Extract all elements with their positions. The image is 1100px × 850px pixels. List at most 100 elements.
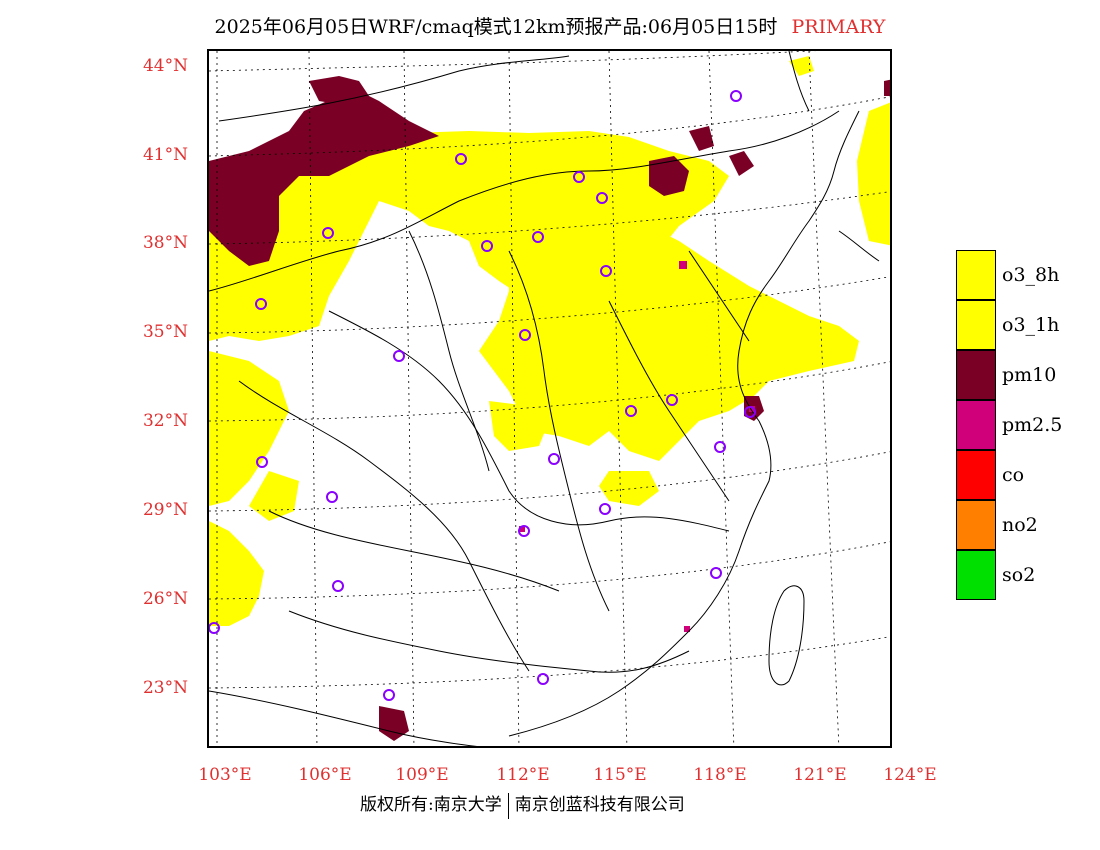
boundary-line	[508, 250, 610, 612]
boundary-line	[328, 310, 730, 532]
x-axis-label: 124°E	[883, 765, 937, 785]
o3-regions	[209, 56, 890, 626]
station-circle	[666, 394, 678, 406]
y-axis-label: 32°N	[142, 411, 188, 431]
station-circle	[537, 673, 549, 685]
station-circle	[481, 240, 493, 252]
y-axis-label: 38°N	[142, 233, 188, 253]
legend-swatch-o3-8h	[956, 250, 996, 300]
copyright-right: 南京创蓝科技有限公司	[514, 795, 685, 815]
y-axis-label: 35°N	[142, 322, 188, 342]
boundary-line	[788, 51, 810, 112]
map-title: 2025年06月05日WRF/cmaq模式12km预报产品:06月05日15时 P…	[0, 12, 1100, 39]
stations	[209, 90, 756, 701]
legend-label-co: co	[1002, 464, 1025, 486]
boundary-line	[268, 510, 560, 592]
pm25-speck	[519, 526, 525, 532]
boundary-line	[408, 230, 490, 472]
boundaries	[209, 51, 880, 746]
x-axis-label: 121°E	[793, 765, 847, 785]
legend-swatch-so2	[956, 550, 996, 600]
o3-region-northeast	[789, 56, 814, 76]
copyright-left: 版权所有:南京大学	[360, 795, 502, 815]
legend-swatch-co	[956, 450, 996, 500]
x-axis-label: 118°E	[693, 765, 747, 785]
graticule-lon-118	[708, 51, 735, 746]
station-circle	[600, 265, 612, 277]
station-circle	[255, 298, 267, 310]
boundary-line	[838, 230, 880, 262]
station-circle	[744, 406, 756, 418]
graticule	[209, 51, 890, 746]
pm25-speck	[679, 261, 687, 269]
o3-region-west	[209, 351, 289, 506]
legend-swatch-no2	[956, 500, 996, 550]
station-circle	[599, 503, 611, 515]
copyright-footer: 版权所有:南京大学 南京创蓝科技有限公司	[360, 790, 685, 819]
o3-region-south-east	[599, 471, 659, 506]
pm25-specks	[519, 261, 755, 632]
x-axis-label: 115°E	[593, 765, 647, 785]
pm10-region-northwest	[209, 91, 439, 266]
o3-region-south-central	[489, 401, 549, 451]
graticule-lon-115	[608, 51, 628, 746]
x-axis-label: 106°E	[298, 765, 352, 785]
y-axis-label: 23°N	[142, 678, 188, 698]
graticule-lon-109	[403, 51, 415, 746]
station-circle	[625, 405, 637, 417]
footer-separator	[507, 792, 509, 819]
y-axis-label: 41°N	[142, 145, 188, 165]
station-circle	[393, 350, 405, 362]
pm10-region-south	[379, 706, 409, 741]
x-axis-label: 112°E	[496, 765, 550, 785]
station-circle	[209, 622, 220, 634]
boundary-line	[209, 690, 478, 746]
x-axis-label: 103°E	[198, 765, 252, 785]
station-circle	[518, 525, 530, 537]
legend-swatch-o3-1h	[956, 300, 996, 350]
station-circle	[730, 90, 742, 102]
boundary-line	[288, 610, 690, 673]
station-circle	[519, 329, 531, 341]
pm25-speck	[749, 406, 755, 412]
o3-region-southwest	[209, 521, 264, 626]
legend-label-o3-8h: o3_8h	[1002, 264, 1060, 286]
station-circle	[256, 456, 268, 468]
boundary-line	[209, 110, 840, 292]
station-circle	[573, 171, 585, 183]
boundary-line	[238, 380, 530, 672]
graticule-lat-29	[209, 451, 890, 512]
legend-label-pm25: pm2.5	[1002, 414, 1063, 436]
legend-label-pm10: pm10	[1002, 364, 1057, 386]
pm25-speck	[684, 626, 690, 632]
station-circle	[548, 453, 560, 465]
y-axis-label: 29°N	[142, 500, 188, 520]
graticule-lon-121	[808, 51, 840, 746]
graticule-lon-112	[508, 51, 520, 746]
legend-label-no2: no2	[1002, 514, 1038, 536]
legend-swatch-pm25	[956, 400, 996, 450]
taiwan-outline	[768, 585, 805, 686]
station-circle	[455, 153, 467, 165]
station-circle	[383, 689, 395, 701]
x-axis-label: 109°E	[395, 765, 449, 785]
station-circle	[714, 441, 726, 453]
pm10-region-northeast-1	[689, 126, 714, 151]
y-axis-label: 26°N	[142, 589, 188, 609]
title-text: 2025年06月05日WRF/cmaq模式12km预报产品:06月05日15时	[214, 16, 778, 38]
legend-swatch-pm10	[956, 350, 996, 400]
pm10-region-beijing	[649, 156, 689, 196]
pm10-region-east-edge	[884, 79, 890, 96]
legend-label-o3-1h: o3_1h	[1002, 314, 1060, 336]
station-circle	[326, 491, 338, 503]
legend-label-so2: so2	[1002, 564, 1036, 586]
station-circle	[532, 231, 544, 243]
o3-region-central	[479, 221, 859, 461]
o3-region-east-coast	[857, 102, 890, 246]
station-circle	[332, 580, 344, 592]
y-axis-label: 44°N	[142, 56, 188, 76]
boundary-line	[688, 250, 750, 342]
o3-region-southwest-2	[249, 471, 299, 521]
station-circle	[710, 567, 722, 579]
pm10-region-northeast-2	[729, 151, 754, 176]
